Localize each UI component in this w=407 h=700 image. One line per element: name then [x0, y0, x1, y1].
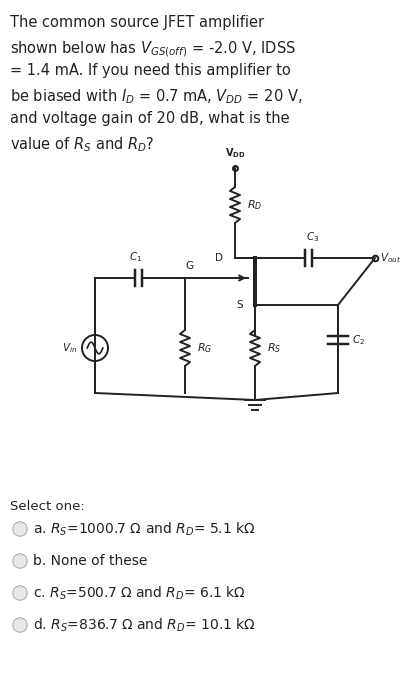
Text: $R_S$: $R_S$: [267, 341, 281, 355]
Text: be biased with $I_D$ = 0.7 mA, $V_{DD}$ = 20 V,: be biased with $I_D$ = 0.7 mA, $V_{DD}$ …: [10, 87, 302, 106]
Text: shown below has $V_{GS(off)}$ = -2.0 V, IDSS: shown below has $V_{GS(off)}$ = -2.0 V, …: [10, 39, 296, 59]
Text: a. $R_S$=1000.7 $\Omega$ and $R_D$= 5.1 k$\Omega$: a. $R_S$=1000.7 $\Omega$ and $R_D$= 5.1 …: [33, 520, 256, 538]
Text: b. None of these: b. None of these: [33, 554, 147, 568]
Circle shape: [13, 554, 27, 568]
Text: S: S: [236, 300, 243, 310]
Text: = 1.4 mA. If you need this amplifier to: = 1.4 mA. If you need this amplifier to: [10, 63, 291, 78]
Text: G: G: [185, 261, 193, 271]
Text: $\mathbf{V_{DD}}$: $\mathbf{V_{DD}}$: [225, 146, 245, 160]
Text: D: D: [215, 253, 223, 263]
Text: The common source JFET amplifier: The common source JFET amplifier: [10, 15, 264, 30]
Text: $R_G$: $R_G$: [197, 341, 212, 355]
Circle shape: [14, 555, 26, 567]
Circle shape: [13, 522, 27, 536]
Circle shape: [14, 619, 26, 631]
Text: c. $R_S$=500.7 $\Omega$ and $R_D$= 6.1 k$\Omega$: c. $R_S$=500.7 $\Omega$ and $R_D$= 6.1 k…: [33, 584, 246, 602]
Text: and voltage gain of 20 dB, what is the: and voltage gain of 20 dB, what is the: [10, 111, 290, 126]
Text: $V_{out}$: $V_{out}$: [380, 251, 401, 265]
Text: value of $R_S$ and $R_D$?: value of $R_S$ and $R_D$?: [10, 135, 154, 154]
Text: $R_D$: $R_D$: [247, 198, 263, 212]
Text: $C_2$: $C_2$: [352, 333, 365, 347]
Circle shape: [13, 586, 27, 600]
Text: $V_{in}$: $V_{in}$: [62, 341, 77, 355]
Circle shape: [13, 618, 27, 632]
Circle shape: [14, 587, 26, 599]
Text: d. $R_S$=836.7 $\Omega$ and $R_D$= 10.1 k$\Omega$: d. $R_S$=836.7 $\Omega$ and $R_D$= 10.1 …: [33, 616, 256, 634]
Text: $C_3$: $C_3$: [306, 230, 319, 244]
Text: Select one:: Select one:: [10, 500, 85, 513]
Circle shape: [14, 523, 26, 535]
Text: $C_1$: $C_1$: [129, 250, 142, 264]
